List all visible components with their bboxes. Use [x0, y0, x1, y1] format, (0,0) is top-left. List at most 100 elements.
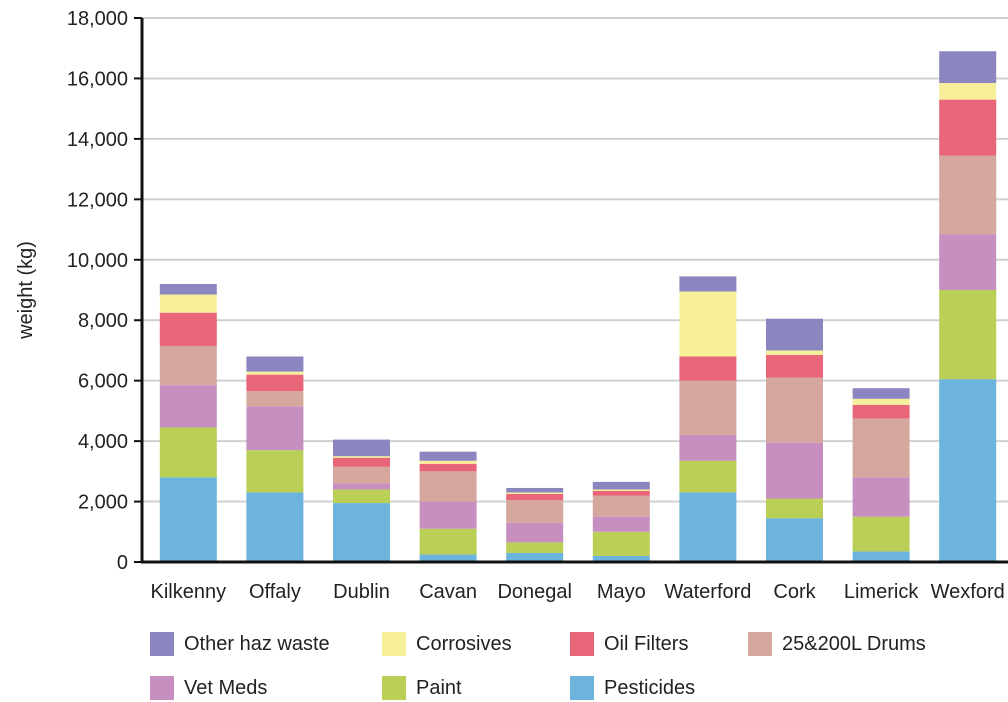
- bar-waterford-vet-meds: [679, 435, 737, 461]
- bar-offaly-corrosives: [246, 371, 304, 375]
- bar-donegal-paint: [506, 542, 564, 553]
- bar-offaly-oil-filters: [246, 374, 304, 392]
- bar-limerick-oil-filters: [852, 404, 910, 419]
- bar-mayo-corrosives: [592, 489, 650, 491]
- bar-cork-25-200l-drums: [766, 377, 823, 443]
- legend-item-other-haz-waste: Other haz waste: [150, 632, 330, 656]
- bar-wexford-vet-meds: [939, 234, 997, 290]
- bar-offaly-paint: [246, 450, 304, 493]
- bar-kilkenny-other-haz-waste: [159, 283, 217, 295]
- bar-mayo-other-haz-waste: [592, 481, 650, 490]
- bar-limerick-pesticides: [852, 551, 910, 562]
- bar-limerick-25-200l-drums: [852, 418, 910, 478]
- x-tick-label-offaly: Offaly: [249, 581, 301, 603]
- bar-waterford-paint: [679, 460, 737, 493]
- x-tick-label-limerick: Limerick: [844, 581, 919, 603]
- bar-limerick-vet-meds: [852, 477, 910, 517]
- legend-swatch-oil-filters: [570, 632, 594, 656]
- bar-donegal-pesticides: [506, 552, 564, 562]
- legend-swatch-pesticides: [570, 676, 594, 700]
- bar-cork-pesticides: [766, 518, 823, 562]
- x-tick-label-wexford: Wexford: [931, 581, 1005, 603]
- bar-wexford-oil-filters: [939, 99, 997, 156]
- y-tick-label-18000: 18,000: [67, 8, 128, 30]
- stacked-bar-chart: 0 2,000 4,000 6,000 8,000 10,000 12,000 14,000 1…: [15, 8, 1008, 603]
- bar-kilkenny-25-200l-drums: [159, 345, 217, 386]
- axes: 0 2,000 4,000 6,000 8,000 10,000 12,000 14,000 1…: [67, 8, 1008, 603]
- bar-donegal-oil-filters: [506, 494, 564, 501]
- bar-kilkenny-vet-meds: [159, 385, 217, 428]
- bar-cavan-other-haz-waste: [419, 451, 477, 461]
- bar-limerick-paint: [852, 516, 910, 552]
- y-axis-title: weight (kg): [15, 241, 37, 340]
- bar-waterford-pesticides: [679, 492, 737, 562]
- bar-cavan-25-200l-drums: [419, 471, 477, 502]
- bar-cork-corrosives: [766, 350, 823, 355]
- bar-dublin-corrosives: [333, 456, 390, 458]
- legend-swatch-corrosives: [382, 632, 406, 656]
- bar-waterford-corrosives: [679, 291, 737, 357]
- bar-waterford-25-200l-drums: [679, 380, 737, 436]
- legend-label-pesticides: Pesticides: [604, 676, 696, 699]
- legend-label-vet-meds: Vet Meds: [184, 676, 268, 699]
- bar-donegal-other-haz-waste: [506, 487, 564, 493]
- bar-cork-oil-filters: [766, 354, 823, 378]
- bar-cavan-vet-meds: [419, 501, 477, 529]
- bar-limerick-corrosives: [852, 398, 910, 405]
- bar-mayo-oil-filters: [592, 490, 650, 496]
- bar-offaly-other-haz-waste: [246, 356, 304, 372]
- bar-offaly-pesticides: [246, 492, 304, 562]
- bar-cork-other-haz-waste: [766, 318, 823, 351]
- bar-donegal-vet-meds: [506, 522, 564, 543]
- bar-dublin-vet-meds: [333, 483, 390, 490]
- legend-label-oil-filters: Oil Filters: [604, 632, 689, 655]
- bar-cork-vet-meds: [766, 442, 823, 499]
- bar-mayo-vet-meds: [592, 516, 650, 532]
- x-tick-label-waterford: Waterford: [664, 581, 751, 603]
- y-tick-label-10000: 10,000: [67, 250, 128, 272]
- bars: [159, 51, 997, 562]
- bar-cavan-corrosives: [419, 460, 477, 464]
- bar-donegal-25-200l-drums: [506, 500, 564, 523]
- bar-kilkenny-pesticides: [159, 477, 217, 562]
- bar-wexford-25-200l-drums: [939, 155, 997, 235]
- legend-label-drums: 25&200L Drums: [782, 632, 926, 655]
- legend-swatch-vet-meds: [150, 676, 174, 700]
- y-tick-label-6000: 6,000: [78, 371, 128, 393]
- legend-label-corrosives: Corrosives: [416, 632, 512, 655]
- legend-label-other-haz-waste: Other haz waste: [184, 632, 330, 655]
- legend-label-paint: Paint: [416, 676, 462, 699]
- bar-dublin-oil-filters: [333, 457, 390, 467]
- bar-kilkenny-oil-filters: [159, 312, 217, 346]
- legend-item-paint: Paint: [382, 676, 462, 700]
- bar-mayo-25-200l-drums: [592, 495, 650, 517]
- legend-item-corrosives: Corrosives: [382, 632, 512, 656]
- bar-mayo-pesticides: [592, 555, 650, 562]
- legend-item-pesticides: Pesticides: [570, 676, 695, 700]
- bar-kilkenny-corrosives: [159, 294, 217, 313]
- y-tick-label-4000: 4,000: [78, 431, 128, 453]
- x-tick-label-kilkenny: Kilkenny: [150, 581, 226, 603]
- bar-wexford-paint: [939, 290, 997, 380]
- bar-cavan-oil-filters: [419, 463, 477, 472]
- bar-dublin-other-haz-waste: [333, 439, 390, 457]
- legend-swatch-paint: [382, 676, 406, 700]
- y-tick-label-14000: 14,000: [67, 129, 128, 151]
- bar-cavan-pesticides: [419, 554, 477, 562]
- x-tick-label-cork: Cork: [773, 581, 816, 603]
- y-tick-label-12000: 12,000: [67, 189, 128, 211]
- legend-item-drums: 25&200L Drums: [748, 632, 926, 656]
- bar-offaly-25-200l-drums: [246, 391, 304, 407]
- y-tick-label-8000: 8,000: [78, 310, 128, 332]
- y-tick-label-0: 0: [117, 552, 128, 574]
- bar-kilkenny-paint: [159, 427, 217, 478]
- bar-dublin-paint: [333, 489, 390, 504]
- legend-item-oil-filters: Oil Filters: [570, 632, 688, 656]
- legend-swatch-drums: [748, 632, 772, 656]
- y-tick-label-16000: 16,000: [67, 68, 128, 90]
- bar-wexford-corrosives: [939, 82, 997, 100]
- bar-dublin-pesticides: [333, 503, 390, 562]
- legend-item-vet-meds: Vet Meds: [150, 676, 267, 700]
- bar-waterford-oil-filters: [679, 356, 737, 381]
